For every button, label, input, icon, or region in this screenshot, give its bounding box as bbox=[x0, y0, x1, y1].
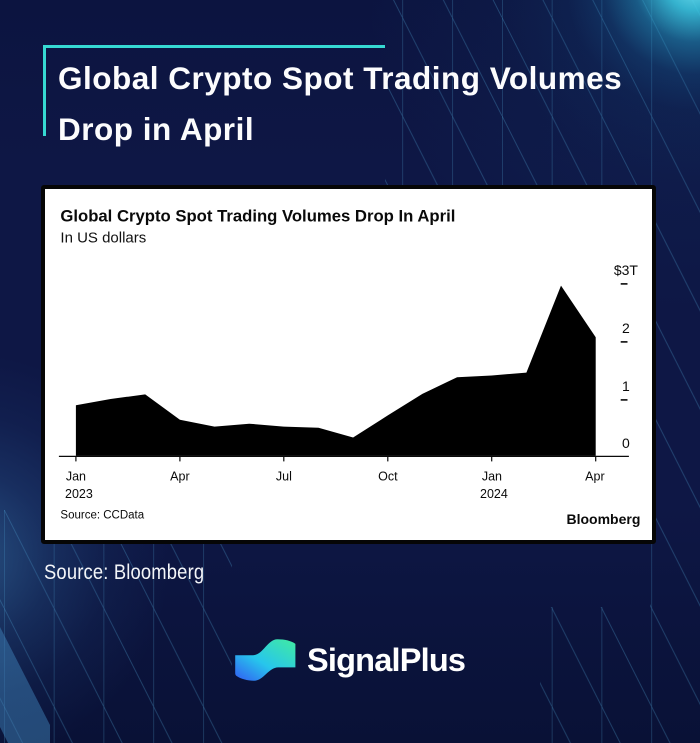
svg-text:0: 0 bbox=[622, 434, 630, 450]
svg-text:2024: 2024 bbox=[479, 486, 507, 500]
svg-text:Apr: Apr bbox=[585, 469, 604, 483]
svg-text:Global Crypto Spot Trading Vol: Global Crypto Spot Trading Volumes Drop … bbox=[60, 206, 455, 225]
svg-text:2: 2 bbox=[622, 319, 630, 335]
svg-text:1: 1 bbox=[622, 377, 630, 393]
svg-text:Apr: Apr bbox=[170, 469, 189, 483]
svg-text:Jul: Jul bbox=[275, 469, 291, 483]
svg-text:Bloomberg: Bloomberg bbox=[566, 510, 640, 526]
svg-text:Jan: Jan bbox=[65, 469, 85, 483]
svg-text:Source: CCData: Source: CCData bbox=[60, 509, 144, 521]
svg-text:Oct: Oct bbox=[378, 469, 398, 483]
svg-text:Jan: Jan bbox=[481, 469, 501, 483]
svg-text:2023: 2023 bbox=[64, 486, 92, 500]
svg-text:In US dollars: In US dollars bbox=[60, 229, 146, 246]
svg-text:$3T: $3T bbox=[613, 261, 638, 277]
